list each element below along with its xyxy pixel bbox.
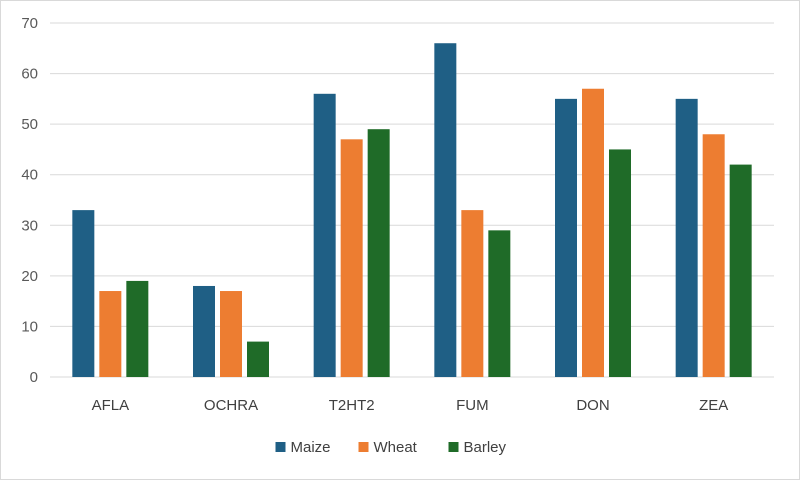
bar-maize-t2ht2 (313, 93, 336, 378)
bar-barley-t2ht2 (367, 129, 390, 377)
x-category-label: OCHRA (204, 397, 258, 414)
y-axis-tick-labels: 0 10 20 30 40 50 60 70 (21, 15, 38, 386)
gridlines (50, 22, 774, 378)
bar-maize-zea (675, 98, 698, 377)
legend: Maize Wheat Barley (275, 439, 507, 456)
x-axis-category-labels: AFLA OCHRA T2HT2 FUM DON ZEA (92, 397, 729, 414)
legend-label-barley: Barley (464, 439, 507, 456)
bar-barley-don (609, 149, 631, 377)
y-tick-label: 30 (21, 217, 38, 234)
y-tick-label: 70 (21, 15, 38, 32)
bar-barley-ochra (247, 341, 269, 377)
bar-maize-ochra (193, 285, 215, 377)
bar-wheat-zea (702, 134, 725, 377)
x-category-label: ZEA (699, 397, 728, 414)
bar-barley-zea (729, 164, 752, 377)
bars (72, 43, 752, 378)
bar-wheat-fum (461, 210, 484, 377)
y-tick-label: 60 (21, 66, 38, 83)
bar-wheat-don (582, 88, 604, 377)
bar-wheat-t2ht2 (340, 139, 363, 377)
x-category-label: T2HT2 (329, 397, 375, 414)
x-category-label: AFLA (92, 397, 130, 414)
bar-maize-don (555, 98, 577, 377)
bar-barley-fum (488, 230, 511, 377)
y-tick-label: 20 (21, 268, 38, 285)
y-tick-label: 0 (30, 369, 38, 386)
legend-swatch-maize (275, 442, 286, 452)
bar-barley-afla (126, 280, 149, 377)
x-category-label: DON (576, 397, 609, 414)
bar-maize-afla (72, 210, 95, 377)
bar-wheat-afla (99, 291, 122, 377)
y-tick-label: 10 (21, 318, 38, 335)
x-category-label: FUM (456, 397, 489, 414)
legend-swatch-wheat (358, 442, 369, 452)
legend-swatch-barley (448, 442, 459, 452)
bar-wheat-ochra (220, 291, 242, 377)
legend-label-wheat: Wheat (374, 439, 418, 456)
bar-maize-fum (434, 43, 457, 377)
y-tick-label: 40 (21, 167, 38, 184)
legend-label-maize: Maize (291, 439, 331, 456)
y-tick-label: 50 (21, 116, 38, 133)
